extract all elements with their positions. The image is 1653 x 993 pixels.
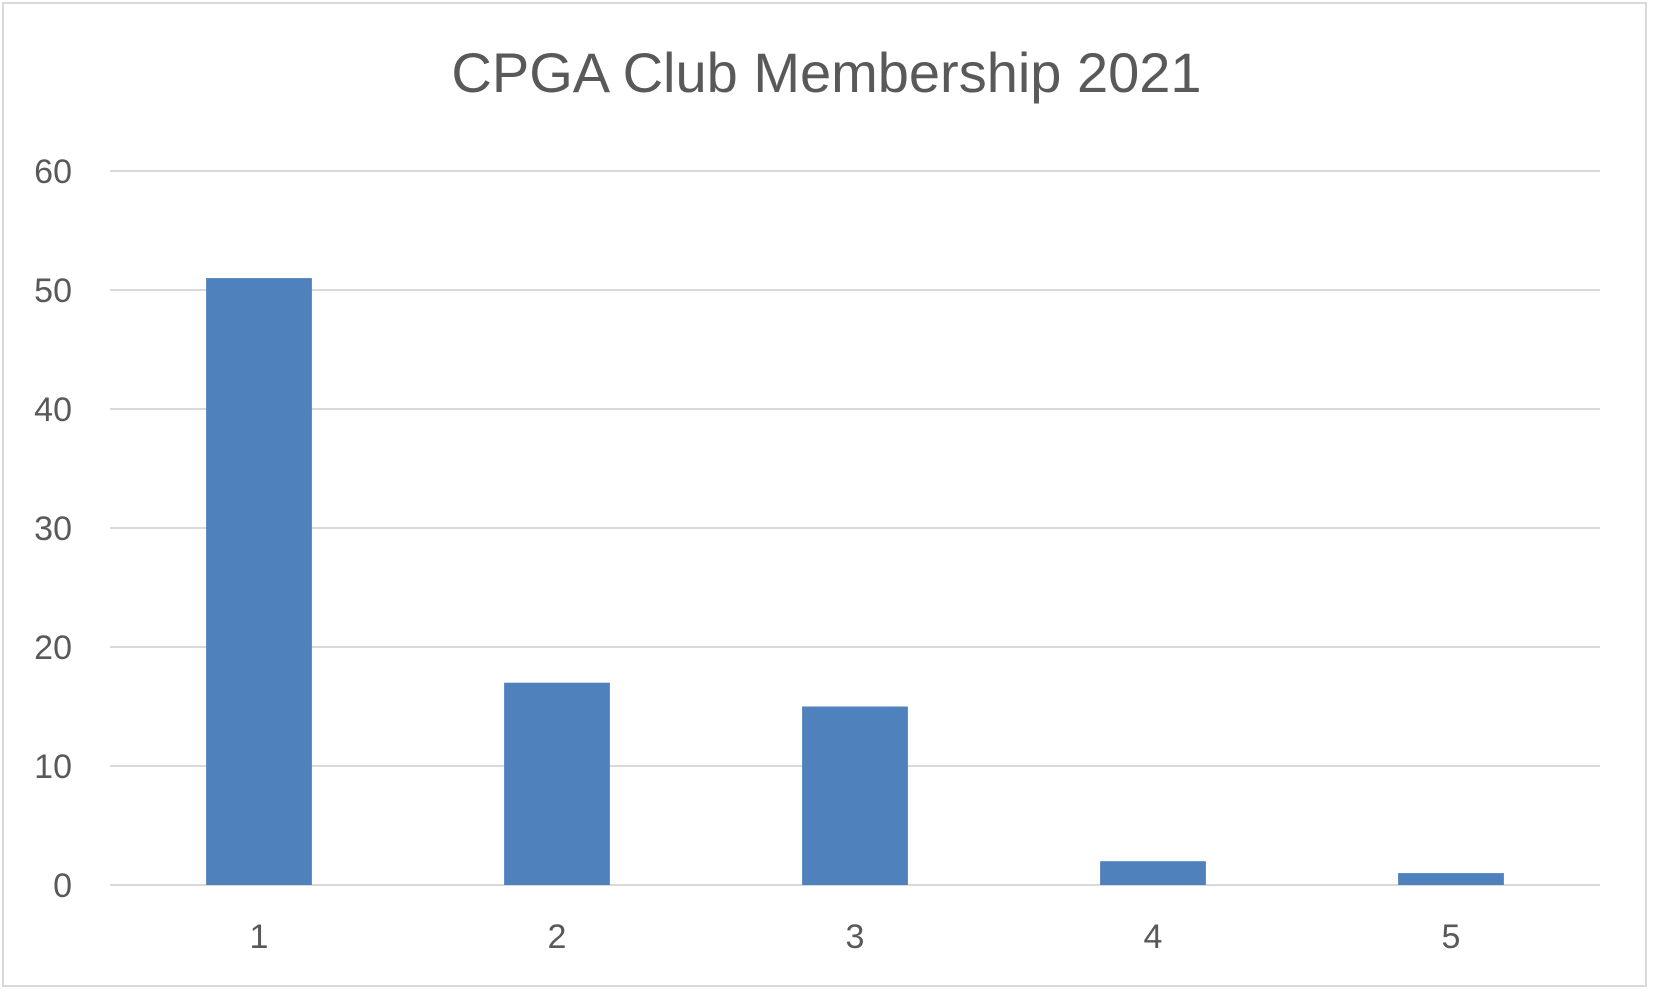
y-tick-label: 20 (34, 629, 72, 667)
y-tick-label: 0 (53, 867, 72, 905)
x-tick-label: 1 (250, 918, 269, 956)
x-tick-label: 5 (1442, 918, 1461, 956)
y-tick-label: 10 (34, 748, 72, 786)
x-tick-label: 2 (548, 918, 567, 956)
x-tick-label: 4 (1144, 918, 1163, 956)
y-tick-label: 40 (34, 391, 72, 429)
y-tick-label: 60 (34, 153, 72, 191)
chart-title: CPGA Club Membership 2021 (451, 41, 1202, 104)
bar-5 (1398, 873, 1504, 885)
x-axis-tick-labels: 1 2 3 4 5 (250, 918, 1461, 956)
x-tick-label: 3 (846, 918, 865, 956)
bar-1 (206, 278, 312, 886)
bars (206, 278, 1504, 886)
gridlines (110, 170, 1600, 886)
bar-2 (504, 682, 610, 885)
bar-4 (1100, 861, 1206, 885)
y-axis-tick-labels: 0 10 20 30 40 50 60 (34, 153, 72, 905)
y-tick-label: 50 (34, 272, 72, 310)
bar-3 (802, 706, 908, 885)
y-tick-label: 30 (34, 510, 72, 548)
